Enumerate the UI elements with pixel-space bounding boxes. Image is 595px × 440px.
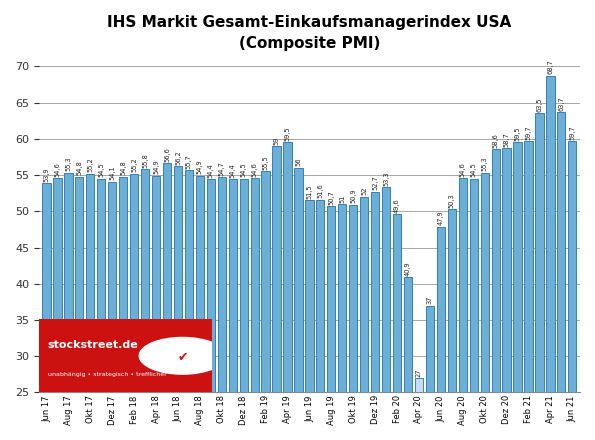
- Text: 59,5: 59,5: [515, 126, 521, 141]
- Bar: [415, 378, 423, 440]
- Text: 55,2: 55,2: [87, 158, 93, 172]
- Bar: [295, 168, 303, 440]
- Text: 53,9: 53,9: [43, 167, 49, 182]
- Bar: [469, 179, 478, 440]
- Text: 53,3: 53,3: [383, 172, 389, 186]
- Bar: [404, 277, 412, 440]
- Bar: [317, 200, 324, 440]
- Bar: [503, 148, 511, 440]
- Text: 49,6: 49,6: [394, 198, 400, 213]
- Bar: [240, 179, 248, 440]
- Bar: [86, 174, 95, 440]
- Text: 52: 52: [361, 187, 367, 195]
- Bar: [141, 169, 149, 440]
- Title: IHS Markit Gesamt-Einkaufsmanagerindex USA
(Composite PMI): IHS Markit Gesamt-Einkaufsmanagerindex U…: [107, 15, 512, 51]
- Bar: [273, 146, 281, 440]
- Text: 55,8: 55,8: [142, 153, 148, 168]
- Text: 59: 59: [274, 136, 280, 145]
- Bar: [338, 204, 346, 440]
- Bar: [382, 187, 390, 440]
- Text: 54,5: 54,5: [471, 162, 477, 177]
- Text: 52,7: 52,7: [372, 176, 378, 190]
- Text: 54,7: 54,7: [219, 161, 225, 176]
- Bar: [360, 197, 368, 440]
- Text: 59,5: 59,5: [284, 126, 290, 141]
- Text: 54,5: 54,5: [241, 162, 247, 177]
- Bar: [152, 176, 160, 440]
- Text: 51: 51: [339, 194, 345, 202]
- Text: 68,7: 68,7: [547, 59, 553, 74]
- Text: 27: 27: [416, 368, 422, 377]
- Text: 56,2: 56,2: [175, 150, 181, 165]
- Bar: [491, 149, 500, 440]
- Text: 59,7: 59,7: [525, 125, 531, 139]
- Text: 50,9: 50,9: [350, 189, 356, 203]
- Bar: [185, 170, 193, 440]
- Bar: [97, 179, 105, 440]
- Bar: [447, 209, 456, 440]
- Text: 37: 37: [427, 296, 433, 304]
- Bar: [119, 176, 127, 440]
- Bar: [163, 164, 171, 440]
- Bar: [250, 178, 259, 440]
- Bar: [437, 227, 445, 440]
- Bar: [283, 143, 292, 440]
- Text: 56,6: 56,6: [164, 147, 170, 162]
- Bar: [108, 182, 117, 440]
- Bar: [546, 76, 555, 440]
- Bar: [196, 176, 204, 440]
- Bar: [513, 143, 522, 440]
- Text: 47,9: 47,9: [438, 210, 444, 225]
- Text: 50,3: 50,3: [449, 193, 455, 208]
- Text: 54,9: 54,9: [197, 160, 203, 174]
- Text: 54,4: 54,4: [230, 163, 236, 178]
- Text: 54,9: 54,9: [153, 160, 159, 174]
- Bar: [371, 192, 379, 440]
- Text: 54,1: 54,1: [109, 165, 115, 180]
- Bar: [536, 114, 544, 440]
- Bar: [558, 112, 565, 440]
- Bar: [459, 178, 467, 440]
- Bar: [327, 206, 336, 440]
- Text: 58,7: 58,7: [503, 132, 509, 147]
- Bar: [130, 174, 138, 440]
- Text: 54,6: 54,6: [55, 162, 61, 176]
- Bar: [42, 183, 51, 440]
- Text: 59,7: 59,7: [569, 125, 575, 139]
- Text: 54,5: 54,5: [98, 162, 104, 177]
- Bar: [261, 172, 270, 440]
- Bar: [218, 177, 226, 440]
- Text: 50,7: 50,7: [328, 190, 334, 205]
- Bar: [54, 178, 61, 440]
- Text: 55,2: 55,2: [131, 158, 137, 172]
- Text: 55,5: 55,5: [262, 155, 268, 170]
- Text: 63,5: 63,5: [537, 97, 543, 112]
- Bar: [349, 205, 358, 440]
- Text: 55,3: 55,3: [482, 157, 488, 172]
- Text: 63,7: 63,7: [558, 96, 565, 110]
- Bar: [426, 305, 434, 440]
- Bar: [76, 176, 83, 440]
- Bar: [524, 141, 533, 440]
- Bar: [481, 173, 489, 440]
- Text: 54,8: 54,8: [76, 160, 82, 175]
- Text: 51,6: 51,6: [317, 183, 323, 198]
- Text: 56: 56: [296, 158, 302, 166]
- Bar: [393, 214, 401, 440]
- Bar: [64, 173, 73, 440]
- Text: 55,7: 55,7: [186, 154, 192, 169]
- Text: 51,5: 51,5: [306, 184, 312, 199]
- Text: 58,6: 58,6: [493, 133, 499, 147]
- Text: 55,3: 55,3: [65, 157, 71, 172]
- Text: 54,8: 54,8: [120, 160, 126, 175]
- Bar: [174, 166, 182, 440]
- Bar: [568, 141, 577, 440]
- Bar: [228, 180, 237, 440]
- Bar: [206, 180, 215, 440]
- Text: 54,6: 54,6: [252, 162, 258, 176]
- Bar: [305, 201, 314, 440]
- Text: 54,6: 54,6: [460, 162, 466, 176]
- Text: 40,9: 40,9: [405, 261, 411, 276]
- Text: 54,4: 54,4: [208, 163, 214, 178]
